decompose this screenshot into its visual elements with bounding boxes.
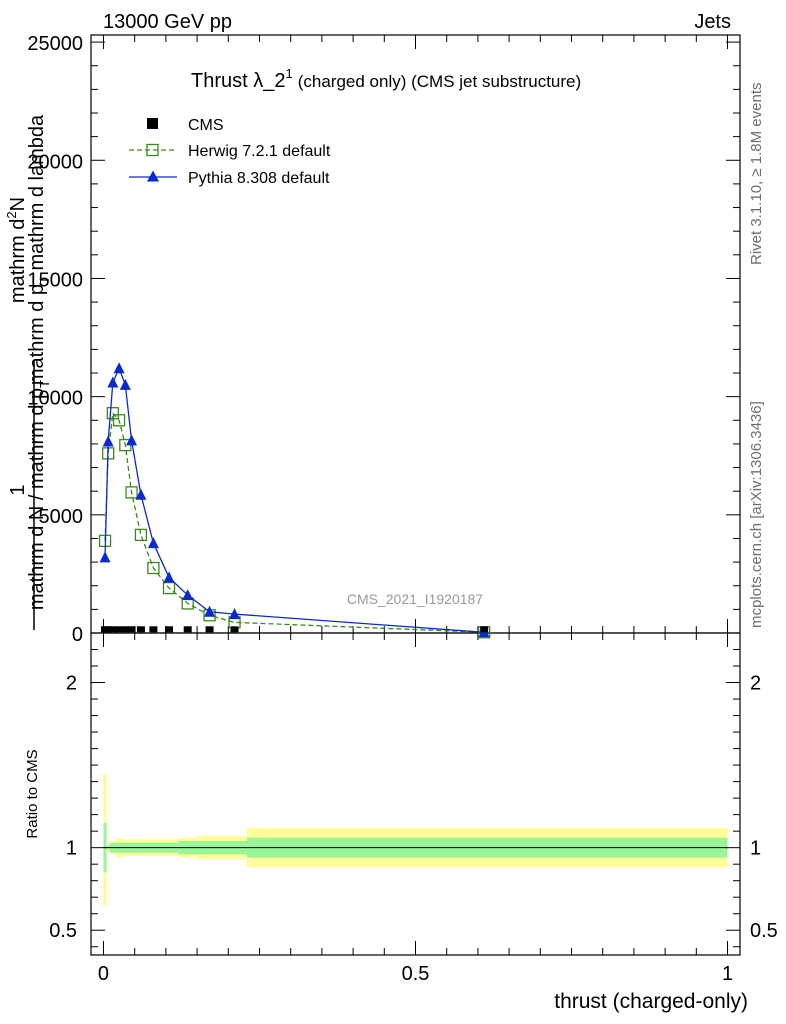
cms-point: [480, 626, 489, 633]
mcplots-label: mcplots.cern.ch [arXiv:1306.3436]: [748, 401, 765, 628]
cms-point: [104, 626, 113, 633]
legend-pythia-marker: [147, 170, 159, 182]
legend-herwig-marker: [146, 143, 159, 157]
cms-point: [121, 626, 130, 633]
ratio-uncertainty-bands: [103, 773, 728, 906]
chart-title-rest: (charged only) (CMS jet substructure): [298, 72, 581, 91]
main-ytick-label: 25000: [27, 33, 83, 55]
pythia-point: [99, 551, 111, 563]
pythia-point: [163, 571, 175, 583]
herwig-point: [112, 414, 126, 427]
x-axis-label: thrust (charged-only): [554, 990, 748, 1013]
cms-point: [165, 626, 174, 633]
pythia-point: [102, 435, 114, 447]
ratio-ytick-label-right: 1: [750, 838, 761, 860]
pythia-point: [107, 376, 119, 388]
analysis-watermark: CMS_2021_I1920187: [347, 591, 483, 607]
legend-cms-label: CMS: [188, 117, 224, 134]
ratio-ylabel: Ratio to CMS: [24, 749, 41, 838]
legend-cms-marker: [147, 118, 158, 129]
pythia-point: [135, 488, 147, 500]
pythia-point: [204, 605, 216, 617]
cms-point: [149, 626, 158, 633]
x-tick-label: 0.5: [402, 963, 430, 985]
herwig-point: [147, 561, 160, 575]
pythia-point: [147, 537, 159, 549]
pythia-point: [229, 608, 241, 620]
pythia-point: [126, 434, 138, 446]
ratio-ytick-label-left: 0.5: [49, 920, 77, 942]
cms-point: [205, 626, 214, 633]
cms-point: [183, 626, 192, 633]
cms-point: [108, 626, 117, 633]
ratio-ytick-label-right: 0.5: [750, 920, 778, 942]
header-jets-label: Jets: [694, 11, 731, 33]
main-axis-ticks: 0 5000 10000 15000 20000 25000 0 0.5 1: [27, 33, 740, 985]
cms-point: [136, 626, 145, 633]
chart-title-sup: 1: [285, 66, 292, 81]
cms-point: [115, 626, 124, 633]
ratio-ytick-label-right: 2: [750, 673, 761, 695]
main-ytick-label: 15000: [27, 269, 83, 291]
x-tick-label: 1: [722, 963, 733, 985]
ratio-ytick-label-left: 1: [66, 838, 77, 860]
ratio-axis-ticks: 0.5 0.5 1 1 2 2: [49, 649, 778, 948]
legend: CMS Herwig 7.2.1 default Pythia 8.308 de…: [129, 117, 331, 187]
herwig-point: [106, 407, 119, 420]
cms-point: [230, 626, 239, 633]
ratio-ytick-label-left: 2: [66, 673, 77, 695]
ylabel-numerator-top: mathrm d2N: [4, 197, 29, 303]
legend-herwig-label: Herwig 7.2.1 default: [188, 143, 331, 160]
main-ytick-label: 0: [72, 624, 83, 646]
chart-title-main: Thrust λ_2: [191, 70, 285, 92]
x-tick-label: 0: [98, 963, 109, 985]
ylabel-denominator: mathrm d N / mathrm d pT: [26, 380, 52, 610]
ylabel-numerator-bottom: mathrm d pT mathrm d lambda: [26, 114, 52, 385]
herwig-point: [162, 581, 176, 595]
pythia-point: [113, 362, 125, 374]
chart-title: Thrust λ_21 (charged only) (CMS jet subst…: [191, 66, 581, 92]
pythia-point: [119, 378, 131, 390]
cms-point: [127, 626, 136, 633]
main-ytick-label: 10000: [27, 388, 83, 410]
rivet-version-label: Rivet 3.1.10, ≥ 1.8M events: [748, 83, 765, 266]
main-ytick-label: 5000: [39, 506, 84, 528]
herwig-point: [125, 486, 138, 499]
header-energy-label: 13000 GeV pp: [103, 11, 232, 33]
ratio-panel-frame: [90, 632, 741, 956]
ylabel-one: 1: [7, 484, 29, 495]
main-ylabel: mathrm d2N mathrm d pT mathrm d lambda 1…: [4, 114, 52, 630]
legend-pythia-label: Pythia 8.308 default: [188, 170, 330, 187]
pythia-point: [182, 589, 194, 601]
herwig-point: [134, 528, 148, 542]
main-ytick-label: 20000: [27, 151, 83, 173]
data-series: [98, 362, 491, 639]
